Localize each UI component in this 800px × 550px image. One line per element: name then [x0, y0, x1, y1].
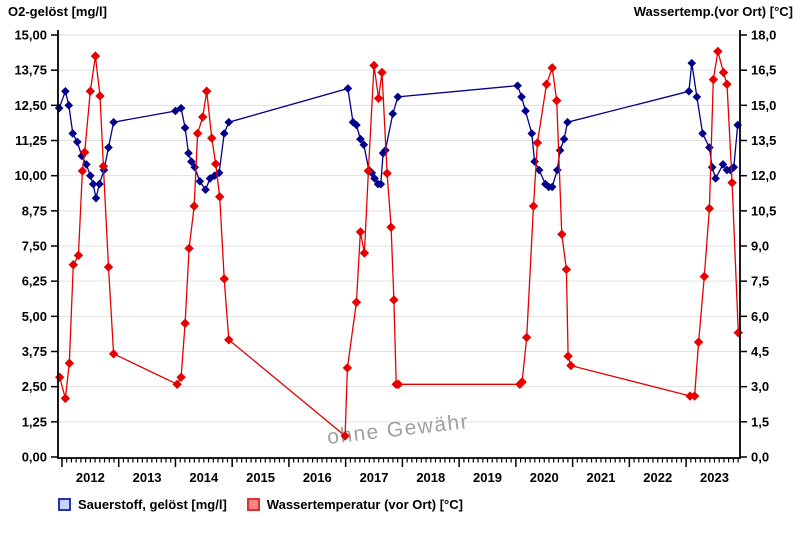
svg-text:2014: 2014 — [189, 470, 219, 485]
svg-text:15,0: 15,0 — [751, 98, 776, 113]
svg-text:10,00: 10,00 — [14, 168, 47, 183]
svg-text:2013: 2013 — [133, 470, 162, 485]
svg-text:8,75: 8,75 — [22, 203, 47, 218]
svg-text:7,50: 7,50 — [22, 239, 47, 254]
svg-text:0,00: 0,00 — [22, 450, 47, 465]
svg-text:2016: 2016 — [303, 470, 332, 485]
legend-label-temp: Wassertemperatur (vor Ort) [°C] — [266, 497, 463, 512]
svg-text:13,75: 13,75 — [14, 63, 47, 78]
svg-text:12,0: 12,0 — [751, 168, 776, 183]
svg-text:4,5: 4,5 — [751, 344, 769, 359]
svg-text:2019: 2019 — [473, 470, 502, 485]
svg-text:10,5: 10,5 — [751, 203, 776, 218]
svg-text:2018: 2018 — [416, 470, 445, 485]
svg-text:5,00: 5,00 — [22, 309, 47, 324]
svg-text:6,0: 6,0 — [751, 309, 769, 324]
svg-text:16,5: 16,5 — [751, 63, 776, 78]
svg-text:2020: 2020 — [530, 470, 559, 485]
svg-text:18,0: 18,0 — [751, 28, 776, 43]
svg-text:2023: 2023 — [700, 470, 729, 485]
svg-text:6,25: 6,25 — [22, 274, 47, 289]
chart-legend: Sauerstoff, gelöst [mg/l] Wassertemperat… — [58, 497, 463, 512]
svg-text:2021: 2021 — [587, 470, 616, 485]
legend-label-o2: Sauerstoff, gelöst [mg/l] — [78, 497, 227, 512]
svg-text:3,0: 3,0 — [751, 379, 769, 394]
svg-text:2017: 2017 — [360, 470, 389, 485]
chart-canvas: ohne Gewähr 15,00 13,75 12,50 11,25 10,00 8,75… — [14, 28, 776, 486]
left-axis-title: O2-gelöst [mg/l] — [8, 4, 107, 19]
right-axis-title: Wassertemp.(vor Ort) [°C] — [633, 4, 793, 19]
svg-text:1,25: 1,25 — [22, 414, 47, 429]
svg-text:2012: 2012 — [76, 470, 105, 485]
svg-text:2,50: 2,50 — [22, 379, 47, 394]
svg-text:2015: 2015 — [246, 470, 275, 485]
svg-text:12,50: 12,50 — [14, 98, 47, 113]
svg-text:1,5: 1,5 — [751, 414, 769, 429]
svg-text:15,00: 15,00 — [14, 28, 47, 43]
temp-series-swatch-icon — [246, 498, 260, 511]
svg-text:9,0: 9,0 — [751, 239, 769, 254]
svg-text:11,25: 11,25 — [15, 133, 47, 148]
svg-text:3,75: 3,75 — [22, 344, 47, 359]
svg-text:2022: 2022 — [643, 470, 672, 485]
svg-text:13,5: 13,5 — [751, 133, 776, 148]
svg-text:ohne Gewähr: ohne Gewähr — [326, 410, 470, 449]
svg-text:7,5: 7,5 — [751, 274, 769, 289]
o2-series-swatch-icon — [58, 498, 71, 511]
legend-item-temp: Wassertemperatur (vor Ort) [°C] — [246, 497, 463, 512]
legend-item-o2: Sauerstoff, gelöst [mg/l] — [58, 497, 227, 512]
svg-text:0,0: 0,0 — [751, 450, 769, 465]
